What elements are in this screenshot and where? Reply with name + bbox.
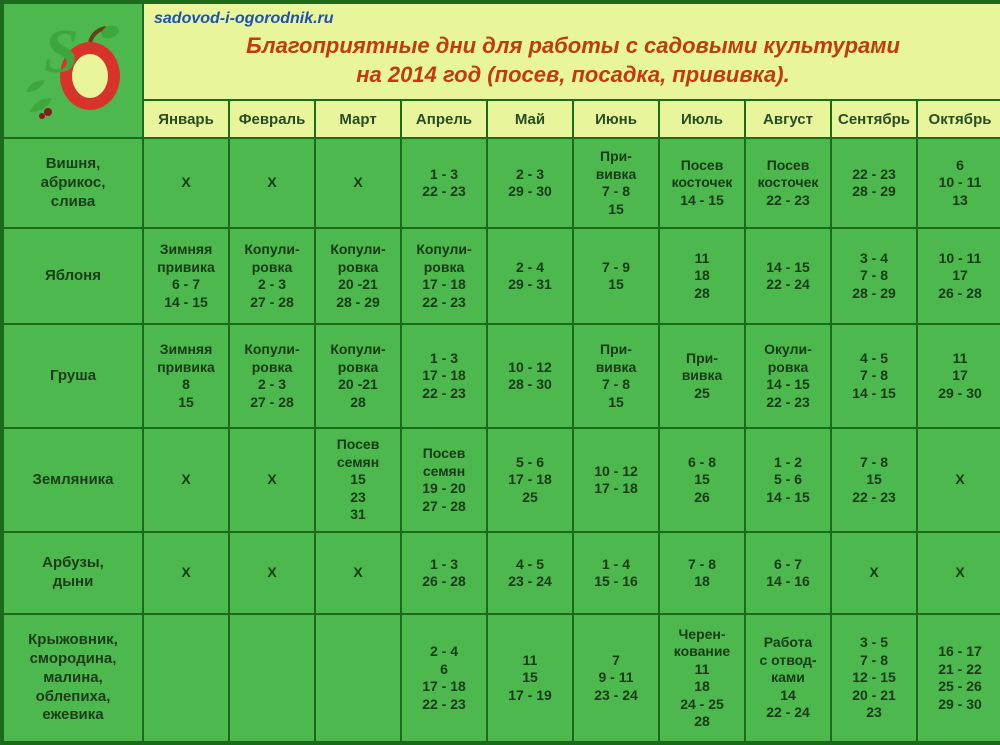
- table-row: Вишня, абрикос, сливаХХХ1 - 3 22 - 232 -…: [3, 138, 1000, 228]
- site-logo-icon: S: [18, 16, 128, 126]
- data-cell: Х: [917, 428, 1000, 532]
- data-cell: 7 - 8 15 22 - 23: [831, 428, 917, 532]
- data-cell: Посев косточек 22 - 23: [745, 138, 831, 228]
- data-cell: Х: [831, 532, 917, 614]
- month-head: Август: [745, 100, 831, 138]
- site-url: sadovod-i-ogorodnik.ru: [152, 8, 994, 32]
- data-cell: 1 - 3 26 - 28: [401, 532, 487, 614]
- data-cell: 11 18 28: [659, 228, 745, 324]
- data-cell: [315, 614, 401, 742]
- data-cell: Копули- ровка 17 - 18 22 - 23: [401, 228, 487, 324]
- month-head: Январь: [143, 100, 229, 138]
- month-head: Июнь: [573, 100, 659, 138]
- data-cell: Х: [315, 532, 401, 614]
- row-label: Яблоня: [3, 228, 143, 324]
- data-cell: [229, 614, 315, 742]
- data-cell: Окули- ровка 14 - 15 22 - 23: [745, 324, 831, 428]
- data-cell: Работа с отвод- ками 14 22 - 24: [745, 614, 831, 742]
- data-cell: 11 17 29 - 30: [917, 324, 1000, 428]
- row-label: Арбузы, дыни: [3, 532, 143, 614]
- svg-text:S: S: [44, 18, 78, 86]
- data-cell: Посев семян 19 - 20 27 - 28: [401, 428, 487, 532]
- logo-cell: S: [3, 3, 143, 138]
- data-cell: При- вивка 7 - 8 15: [573, 138, 659, 228]
- data-cell: 10 - 12 17 - 18: [573, 428, 659, 532]
- month-head: Февраль: [229, 100, 315, 138]
- months-header-row: Январь Февраль Март Апрель Май Июнь Июль…: [3, 100, 1000, 138]
- data-cell: Посев семян 15 23 31: [315, 428, 401, 532]
- table-row: Крыжовник, смородина, малина, облепиха, …: [3, 614, 1000, 742]
- data-cell: Зимняя привика 8 15: [143, 324, 229, 428]
- row-label: Земляника: [3, 428, 143, 532]
- data-cell: 14 - 15 22 - 24: [745, 228, 831, 324]
- data-cell: Х: [229, 138, 315, 228]
- data-cell: 1 - 3 22 - 23: [401, 138, 487, 228]
- title-line-2: на 2014 год (посев, посадка, прививка).: [356, 62, 789, 87]
- data-cell: 10 - 12 28 - 30: [487, 324, 573, 428]
- month-head: Июль: [659, 100, 745, 138]
- data-cell: 2 - 4 6 17 - 18 22 - 23: [401, 614, 487, 742]
- calendar-table: S sadovod-i-ogorodnik.ru Благоприятные д…: [2, 2, 1000, 743]
- data-cell: 1 - 4 15 - 16: [573, 532, 659, 614]
- title-line-1: Благоприятные дни для работы с садовыми …: [246, 33, 900, 58]
- data-cell: Копули- ровка 2 - 3 27 - 28: [229, 228, 315, 324]
- row-label: Груша: [3, 324, 143, 428]
- data-cell: 11 15 17 - 19: [487, 614, 573, 742]
- table-row: ЗемляникаХХПосев семян 15 23 31Посев сем…: [3, 428, 1000, 532]
- data-cell: 6 10 - 11 13: [917, 138, 1000, 228]
- row-label: Крыжовник, смородина, малина, облепиха, …: [3, 614, 143, 742]
- data-cell: Черен- кование 11 18 24 - 25 28: [659, 614, 745, 742]
- data-cell: 3 - 5 7 - 8 12 - 15 20 - 21 23: [831, 614, 917, 742]
- data-cell: 3 - 4 7 - 8 28 - 29: [831, 228, 917, 324]
- data-cell: Посев косточек 14 - 15: [659, 138, 745, 228]
- data-cell: Х: [143, 532, 229, 614]
- data-cell: При- вивка 7 - 8 15: [573, 324, 659, 428]
- data-cell: 10 - 11 17 26 - 28: [917, 228, 1000, 324]
- data-cell: 2 - 3 29 - 30: [487, 138, 573, 228]
- data-cell: [143, 614, 229, 742]
- data-cell: Копули- ровка 2 - 3 27 - 28: [229, 324, 315, 428]
- data-cell: 6 - 8 15 26: [659, 428, 745, 532]
- month-head: Октябрь: [917, 100, 1000, 138]
- data-cell: Х: [229, 428, 315, 532]
- header-band: sadovod-i-ogorodnik.ru Благоприятные дни…: [143, 3, 1000, 100]
- data-cell: Копули- ровка 20 -21 28: [315, 324, 401, 428]
- month-head: Март: [315, 100, 401, 138]
- row-label: Вишня, абрикос, слива: [3, 138, 143, 228]
- table-row: ЯблоняЗимняя привика 6 - 7 14 - 15Копули…: [3, 228, 1000, 324]
- data-cell: 1 - 3 17 - 18 22 - 23: [401, 324, 487, 428]
- data-cell: 2 - 4 29 - 31: [487, 228, 573, 324]
- data-cell: При- вивка 25: [659, 324, 745, 428]
- data-cell: 16 - 17 21 - 22 25 - 26 29 - 30: [917, 614, 1000, 742]
- data-cell: 4 - 5 23 - 24: [487, 532, 573, 614]
- data-cell: Х: [143, 428, 229, 532]
- page-title: Благоприятные дни для работы с садовыми …: [152, 32, 994, 95]
- data-cell: 22 - 23 28 - 29: [831, 138, 917, 228]
- data-cell: Зимняя привика 6 - 7 14 - 15: [143, 228, 229, 324]
- data-cell: 1 - 2 5 - 6 14 - 15: [745, 428, 831, 532]
- table-row: ГрушаЗимняя привика 8 15Копули- ровка 2 …: [3, 324, 1000, 428]
- month-head: Май: [487, 100, 573, 138]
- data-cell: 7 9 - 11 23 - 24: [573, 614, 659, 742]
- data-cell: 5 - 6 17 - 18 25: [487, 428, 573, 532]
- data-cell: Х: [315, 138, 401, 228]
- month-head: Сентябрь: [831, 100, 917, 138]
- data-cell: Х: [143, 138, 229, 228]
- data-cell: 6 - 7 14 - 16: [745, 532, 831, 614]
- data-cell: Х: [917, 532, 1000, 614]
- data-cell: Х: [229, 532, 315, 614]
- table-row: Арбузы, дыниХХХ1 - 3 26 - 284 - 5 23 - 2…: [3, 532, 1000, 614]
- data-cell: 7 - 8 18: [659, 532, 745, 614]
- month-head: Апрель: [401, 100, 487, 138]
- data-cell: Копули- ровка 20 -21 28 - 29: [315, 228, 401, 324]
- data-cell: 7 - 9 15: [573, 228, 659, 324]
- data-cell: 4 - 5 7 - 8 14 - 15: [831, 324, 917, 428]
